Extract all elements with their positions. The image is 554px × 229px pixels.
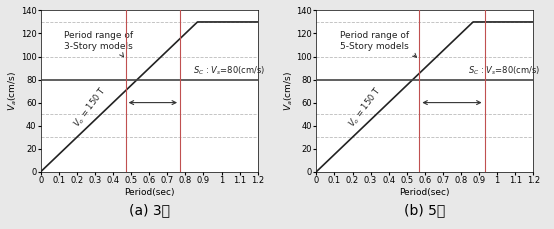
Y-axis label: $V_a$(cm/s): $V_a$(cm/s)	[283, 71, 295, 111]
Text: $V_o$ = 150 T: $V_o$ = 150 T	[70, 85, 109, 130]
X-axis label: Period(sec): Period(sec)	[124, 188, 175, 197]
Title: (a) 3층: (a) 3층	[129, 204, 170, 218]
Text: $V_o$ = 150 T: $V_o$ = 150 T	[346, 85, 385, 130]
Text: Period range of
3-Story models: Period range of 3-Story models	[64, 31, 134, 57]
Text: $S_C$ : $V_s$=80(cm/s): $S_C$ : $V_s$=80(cm/s)	[193, 65, 265, 77]
Text: Period range of
5-Story models: Period range of 5-Story models	[340, 31, 417, 57]
Y-axis label: $V_a$(cm/s): $V_a$(cm/s)	[7, 71, 19, 111]
Text: $S_C$ : $V_s$=80(cm/s): $S_C$ : $V_s$=80(cm/s)	[468, 65, 541, 77]
Title: (b) 5층: (b) 5층	[404, 204, 445, 218]
X-axis label: Period(sec): Period(sec)	[399, 188, 450, 197]
